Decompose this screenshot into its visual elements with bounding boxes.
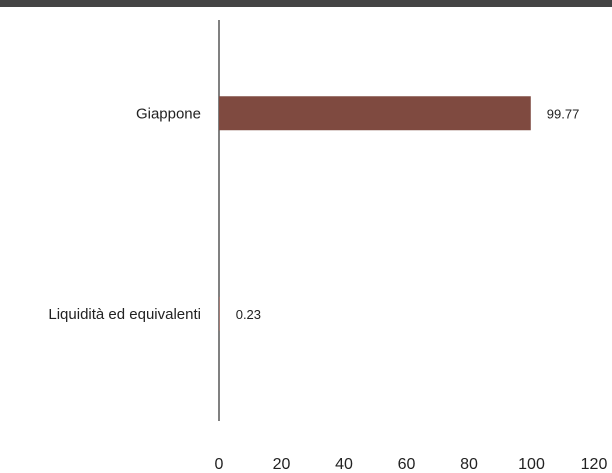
chart-marks: Giappone 99.77 Liquidità ed equivalenti 0.2…	[48, 20, 607, 473]
data-label-1: 0.23	[236, 307, 261, 322]
x-tick-label-3: 60	[398, 456, 416, 473]
category-label-0: Giappone	[136, 105, 201, 122]
x-tick-label-5: 100	[518, 456, 545, 473]
bar-0	[219, 96, 531, 131]
x-tick-label-4: 80	[460, 456, 478, 473]
category-label-1: Liquidità ed equivalenti	[48, 306, 201, 323]
x-tick-label-0: 0	[215, 456, 224, 473]
data-label-0: 99.77	[547, 106, 580, 121]
x-tick-label-2: 40	[335, 456, 353, 473]
x-tick-label-6: 120	[581, 456, 608, 473]
bar-1	[219, 296, 220, 331]
x-tick-label-1: 20	[273, 456, 291, 473]
top-rule	[0, 0, 612, 7]
